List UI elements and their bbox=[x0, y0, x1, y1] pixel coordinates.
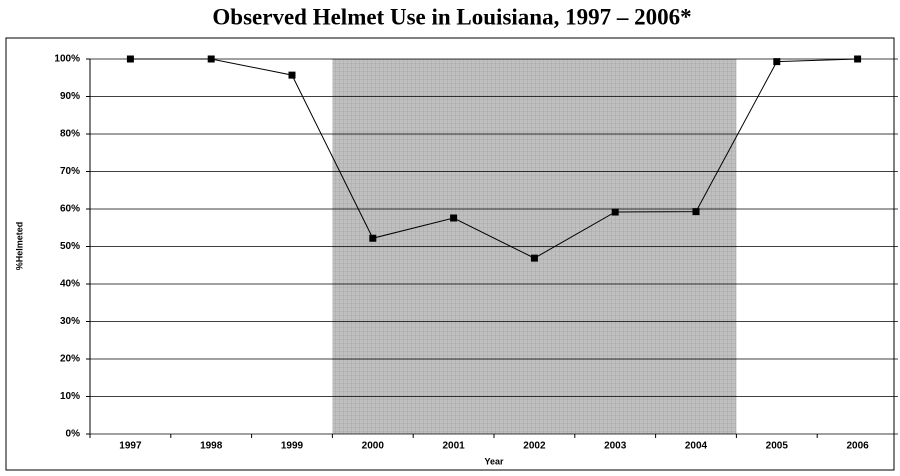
y-tick-label: 20% bbox=[60, 354, 80, 365]
y-tick-label: 0% bbox=[66, 429, 81, 440]
chart-title: Observed Helmet Use in Louisiana, 1997 –… bbox=[212, 4, 691, 29]
y-tick-label: 90% bbox=[60, 91, 80, 102]
data-point bbox=[126, 55, 134, 63]
data-point bbox=[611, 208, 619, 216]
data-point bbox=[692, 208, 700, 216]
x-tick-label: 2000 bbox=[362, 441, 385, 452]
data-point bbox=[450, 214, 458, 222]
x-tick-label: 2006 bbox=[846, 441, 869, 452]
x-axis-title: Year bbox=[484, 456, 504, 466]
y-tick-label: 60% bbox=[60, 204, 80, 215]
data-point bbox=[369, 234, 377, 242]
data-point bbox=[530, 254, 538, 262]
x-tick-label: 1999 bbox=[281, 441, 304, 452]
x-tick-label: 2004 bbox=[685, 441, 708, 452]
y-tick-label: 30% bbox=[60, 316, 80, 327]
data-point bbox=[854, 55, 862, 63]
y-tick-label: 70% bbox=[60, 166, 80, 177]
x-tick-label: 1997 bbox=[119, 441, 142, 452]
x-tick-label: 2003 bbox=[604, 441, 627, 452]
x-tick-label: 2001 bbox=[442, 441, 465, 452]
y-tick-label: 80% bbox=[60, 129, 80, 140]
y-tick-label: 50% bbox=[60, 241, 80, 252]
x-tick-label: 2005 bbox=[766, 441, 789, 452]
x-tick-label: 1998 bbox=[200, 441, 223, 452]
y-tick-label: 100% bbox=[54, 54, 80, 65]
data-point bbox=[207, 55, 215, 63]
data-point bbox=[773, 58, 781, 66]
data-line bbox=[130, 58, 858, 259]
y-axis-title: %Helmeted bbox=[14, 222, 24, 271]
y-tick-label: 40% bbox=[60, 279, 80, 290]
x-tick-label: 2002 bbox=[523, 441, 546, 452]
plot-frame bbox=[5, 37, 895, 471]
y-tick-label: 10% bbox=[60, 391, 80, 402]
data-point bbox=[288, 71, 296, 79]
